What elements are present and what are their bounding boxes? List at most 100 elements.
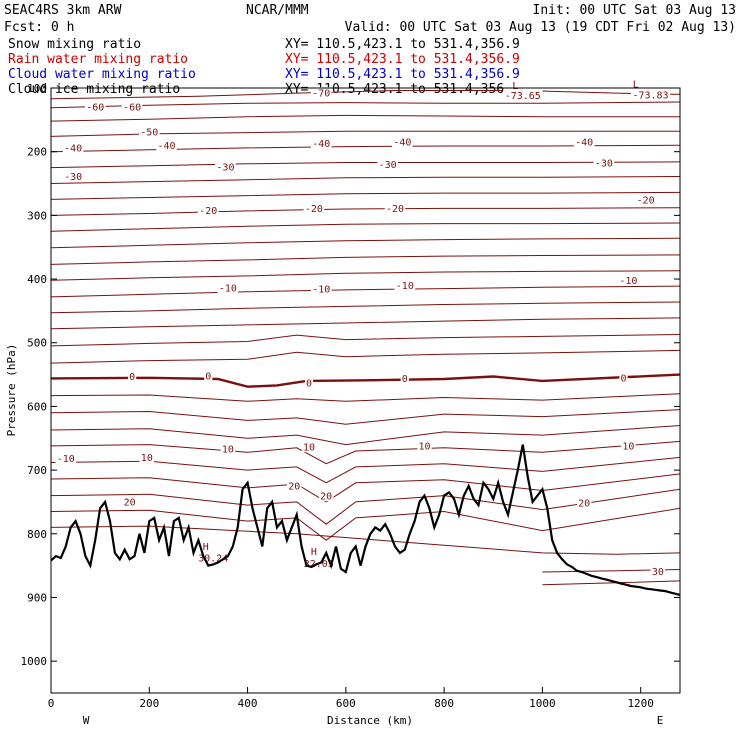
field-xy-cloud-ice: XY= 110.5,423.1 to 531.4,356.9: [285, 82, 520, 97]
contour-label-bg-12: [573, 136, 595, 148]
contour-label-bg-6: [121, 101, 143, 113]
x-end-label-west: W: [83, 714, 90, 727]
contour-label-bg-10: [310, 137, 332, 149]
contour-label-bg-18: [303, 202, 325, 214]
x-tick-label-3: 600: [336, 697, 356, 710]
contour-label-bg-23: [394, 279, 416, 291]
x-tick-label-2: 400: [238, 697, 258, 710]
contour-line-23: [50, 456, 681, 484]
contour-label-bg-27: [304, 376, 314, 388]
x-tick-label-1: 200: [139, 697, 159, 710]
contour-line-16: [50, 334, 681, 347]
field-xy-snow: XY= 110.5,423.1 to 531.4,356.9: [285, 37, 520, 52]
contour-label-41: H: [203, 542, 209, 553]
x-tick-label-0: 0: [48, 697, 55, 710]
contour-label-bg-42: [196, 551, 230, 563]
contour-line-14: [50, 301, 681, 314]
contour-label-bg-22: [310, 283, 332, 295]
contour-label-bg-19: [384, 202, 406, 214]
contour-label-42: 30.24: [198, 553, 228, 564]
contour-label-44: 32.03: [304, 559, 334, 570]
contour-label-bg-35: [621, 439, 636, 451]
field-label-cloud-water: Cloud water mixing ratio: [8, 67, 196, 82]
contour-labels: -70 -73.65 -73.83L L-60 -60-50-40 -40 -40 -40 -4…: [55, 78, 671, 578]
contour-label-28: 0: [402, 374, 408, 385]
contour-line-8: [50, 207, 681, 216]
contour-label-40: 30: [652, 567, 664, 578]
y-tick-label-6: 700: [27, 464, 47, 477]
contour-label-bg-32: [220, 443, 236, 455]
contour-label-19: -20: [386, 204, 404, 215]
contour-line-9: [50, 222, 681, 232]
contour-label-2: -73.83: [632, 91, 668, 102]
contour-line-27: [50, 525, 681, 555]
y-tick-label-2: 300: [27, 209, 47, 222]
contour-line-2: [50, 114, 680, 122]
contour-label-bg-39: [576, 497, 592, 509]
contour-label-bg-5: [84, 101, 106, 113]
contour-line-18: [50, 373, 681, 388]
contour-line-15: [50, 317, 681, 330]
contour-lines: [50, 90, 681, 586]
contour-label-0: -70: [312, 89, 330, 100]
x-axis-label: Distance (km): [327, 714, 413, 727]
contour-line-10: [50, 237, 681, 249]
contour-label-17: -20: [199, 206, 217, 217]
contour-label-14: -30: [216, 162, 234, 173]
x-end-label-east: E: [657, 714, 664, 727]
contour-label-1: -73.65: [505, 91, 541, 102]
contour-label-bg-14: [215, 160, 236, 172]
contour-label-bg-37: [287, 480, 302, 492]
contour-label-37: 20: [288, 482, 300, 493]
contour-label-4: L: [633, 80, 639, 91]
contour-label-bg-8: [62, 141, 84, 153]
contour-label-bg-9: [156, 139, 177, 151]
contour-label-bg-1: [503, 89, 543, 101]
contour-label-8: -40: [64, 143, 82, 154]
contour-label-bg-40: [650, 565, 666, 577]
contour-line-21: [50, 425, 681, 446]
contour-label-30: -10: [57, 454, 75, 465]
contour-line-4: [50, 144, 681, 153]
contour-label-bg-0: [310, 87, 332, 99]
terrain-profile: [50, 444, 681, 596]
contour-label-bg-11: [392, 136, 413, 148]
contour-label-9: -40: [157, 141, 175, 152]
contour-label-bg-2: [630, 89, 671, 101]
contour-label-bg-21: [217, 281, 239, 293]
contour-line-6: [50, 176, 681, 184]
model-title: SEAC4RS 3km ARW: [4, 3, 122, 18]
field-xy-cloud-water: XY= 110.5,423.1 to 531.4,356.9: [285, 67, 520, 82]
contour-label-bg-38: [318, 490, 334, 502]
contour-label-24: -10: [619, 276, 637, 287]
contour-label-15: -30: [379, 160, 397, 171]
contour-label-bg-33: [301, 441, 317, 453]
contour-line-5: [50, 161, 681, 169]
terrain-line: [50, 444, 681, 596]
contour-label-bg-20: [635, 194, 656, 206]
x-tick-label-4: 800: [434, 697, 454, 710]
contour-label-13: -30: [64, 172, 82, 183]
contour-label-12: -40: [575, 138, 593, 149]
contour-line-24: [50, 473, 681, 503]
contour-label-3: L: [512, 81, 518, 92]
x-tick-label-6: 1200: [627, 697, 654, 710]
contour-label-bg-13: [62, 170, 84, 182]
contour-label-bg-3: [511, 79, 520, 91]
contour-line-7: [50, 191, 681, 200]
y-tick-label-8: 900: [27, 591, 47, 604]
contour-line-26: [50, 507, 681, 541]
y-tick-label-9: 1000: [21, 655, 48, 668]
contour-line-13: [50, 285, 681, 298]
contour-label-bg-24: [618, 274, 639, 286]
field-xy-rain: XY= 110.5,423.1 to 531.4,356.9: [285, 52, 520, 67]
contour-label-bg-29: [619, 371, 628, 383]
contour-label-7: -50: [140, 127, 158, 138]
contour-label-5: -60: [86, 103, 104, 114]
contour-line-19: [50, 393, 681, 402]
contour-label-bg-34: [417, 439, 432, 451]
contour-label-27: 0: [306, 378, 312, 389]
contour-label-6: -60: [123, 103, 141, 114]
y-tick-label-7: 800: [27, 528, 47, 541]
